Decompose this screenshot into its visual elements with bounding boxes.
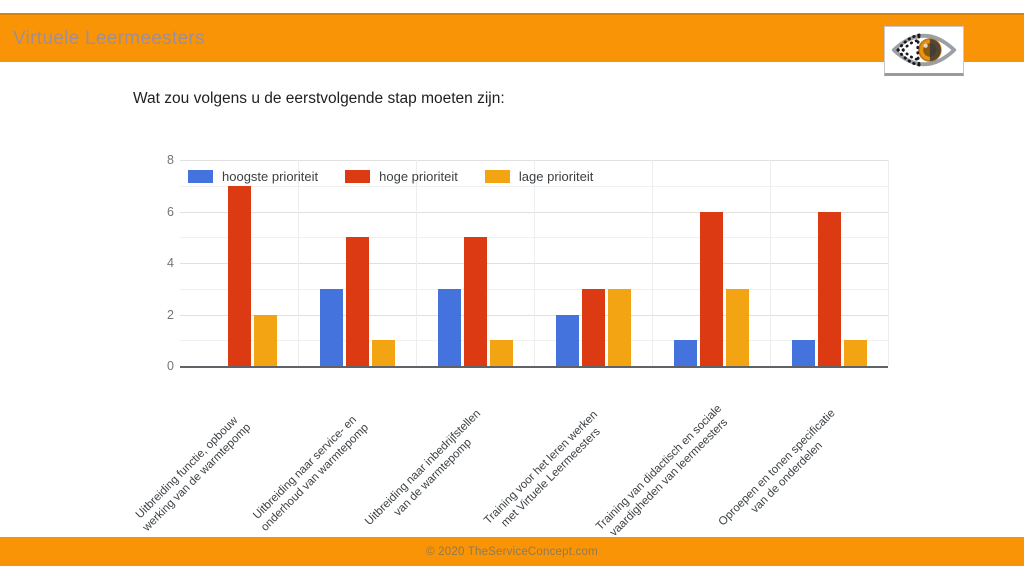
bar-lage-prioriteit	[843, 340, 867, 366]
bar-group	[416, 160, 534, 366]
page-title: Virtuele Leermeesters	[13, 27, 205, 49]
chart-title: Wat zou volgens u de eerstvolgende stap …	[133, 90, 505, 107]
x-axis-labels: Uitbreiding functie, opbouw werking van …	[134, 378, 888, 539]
x-axis-baseline	[180, 366, 888, 368]
legend-swatch-icon	[484, 170, 510, 183]
legend-item: lage prioriteit	[484, 169, 594, 184]
bar-lage-prioriteit	[489, 340, 513, 366]
vertical-gridline	[652, 160, 653, 366]
legend-swatch-icon	[345, 170, 371, 183]
y-tick-label: 0	[167, 359, 174, 373]
bar-hoge-prioriteit	[581, 288, 605, 366]
bar-hoge-prioriteit	[227, 185, 251, 366]
y-tick-label: 2	[167, 307, 174, 322]
vertical-gridline	[770, 160, 771, 366]
bar-group	[298, 160, 416, 366]
vertical-gridline	[416, 160, 417, 366]
company-logo	[884, 26, 964, 76]
eye-logo-icon	[890, 29, 958, 71]
legend-item: hoogste prioriteit	[188, 169, 318, 184]
bar-hoogste-prioriteit	[437, 288, 461, 366]
bar-lage-prioriteit	[253, 314, 277, 366]
vertical-gridline	[298, 160, 299, 366]
header-bar: Virtuele Leermeesters	[0, 13, 1024, 62]
bar-lage-prioriteit	[607, 288, 631, 366]
bar-hoogste-prioriteit	[791, 340, 815, 366]
y-tick-label: 8	[167, 153, 174, 167]
legend-label: hoogste prioriteit	[222, 169, 319, 184]
bar-hoge-prioriteit	[345, 237, 369, 366]
y-tick-label: 4	[167, 256, 174, 270]
bar-hoge-prioriteit	[699, 211, 723, 366]
vertical-gridline	[888, 160, 889, 366]
chart-plot-area: hoogste prioriteit hoge prioriteit lage pr…	[180, 160, 889, 368]
bar-group	[534, 160, 652, 366]
legend-item: hoge prioriteit	[345, 169, 458, 184]
bar-group	[180, 160, 298, 366]
chart-legend: hoogste prioriteit hoge prioriteit lage pr…	[188, 169, 593, 184]
bar-group	[652, 160, 770, 366]
bar-lage-prioriteit	[725, 288, 749, 366]
bar-hoogste-prioriteit	[673, 340, 697, 366]
footer-bar: © 2020 TheServiceConcept.com	[0, 537, 1024, 566]
vertical-gridline	[534, 160, 535, 366]
y-axis-labels: 0 2 4 6 8	[148, 153, 174, 373]
bar-hoogste-prioriteit	[319, 288, 343, 366]
legend-label: lage prioriteit	[518, 169, 594, 184]
bar-hoge-prioriteit	[817, 211, 841, 366]
bar-group	[770, 160, 888, 366]
y-tick-label: 6	[167, 204, 174, 219]
copyright-text: © 2020 TheServiceConcept.com	[426, 545, 598, 558]
bar-hoogste-prioriteit	[555, 314, 579, 366]
legend-swatch-icon	[188, 170, 213, 183]
bar-lage-prioriteit	[371, 340, 395, 366]
legend-label: hoge prioriteit	[379, 169, 458, 184]
bar-hoge-prioriteit	[463, 237, 487, 366]
bar-groups	[180, 160, 888, 366]
